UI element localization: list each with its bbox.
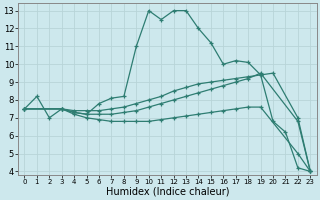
X-axis label: Humidex (Indice chaleur): Humidex (Indice chaleur) bbox=[106, 187, 229, 197]
